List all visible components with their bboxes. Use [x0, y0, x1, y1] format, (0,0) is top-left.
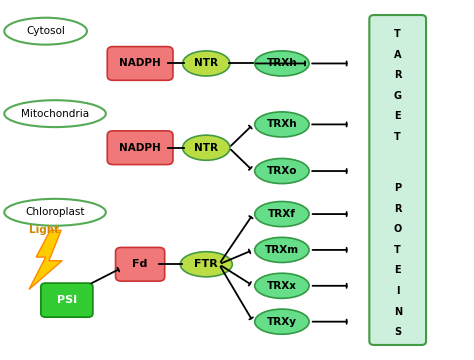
FancyBboxPatch shape — [107, 131, 173, 165]
Ellipse shape — [255, 158, 309, 184]
Text: Chloroplast: Chloroplast — [25, 207, 85, 217]
Text: TRXh: TRXh — [266, 120, 297, 129]
Text: TRXf: TRXf — [268, 209, 296, 219]
Ellipse shape — [255, 273, 309, 298]
Text: I: I — [396, 286, 400, 296]
Text: Fd: Fd — [132, 259, 148, 269]
Text: T: T — [394, 132, 401, 142]
Text: NTR: NTR — [194, 58, 219, 68]
Text: R: R — [394, 70, 401, 80]
Text: NADPH: NADPH — [119, 143, 161, 153]
Text: TRXo: TRXo — [267, 166, 297, 176]
Polygon shape — [29, 230, 62, 289]
Ellipse shape — [255, 112, 309, 137]
Text: Cytosol: Cytosol — [26, 26, 65, 36]
Ellipse shape — [255, 202, 309, 226]
Text: Light: Light — [29, 225, 59, 235]
Text: PSI: PSI — [57, 295, 77, 305]
Ellipse shape — [182, 51, 230, 76]
Text: NTR: NTR — [194, 143, 219, 153]
Ellipse shape — [255, 51, 309, 76]
Text: FTR: FTR — [194, 259, 218, 269]
Text: TRXy: TRXy — [267, 317, 297, 327]
Text: P: P — [394, 183, 401, 193]
Text: R: R — [394, 204, 401, 214]
Text: TRXm: TRXm — [265, 245, 299, 255]
FancyBboxPatch shape — [369, 15, 426, 345]
FancyBboxPatch shape — [116, 247, 164, 281]
Text: O: O — [393, 224, 402, 234]
Text: T: T — [394, 29, 401, 39]
Text: TRXh: TRXh — [266, 58, 297, 68]
Ellipse shape — [4, 100, 106, 127]
Ellipse shape — [4, 199, 106, 226]
Ellipse shape — [255, 309, 309, 334]
FancyBboxPatch shape — [41, 283, 93, 317]
Text: N: N — [393, 307, 402, 316]
Text: NADPH: NADPH — [119, 58, 161, 68]
Text: Mitochondria: Mitochondria — [21, 109, 89, 119]
Ellipse shape — [180, 252, 232, 277]
FancyBboxPatch shape — [107, 46, 173, 80]
Text: E: E — [394, 265, 401, 275]
Text: G: G — [394, 91, 401, 101]
Text: TRXx: TRXx — [267, 281, 297, 291]
Text: S: S — [394, 327, 401, 337]
Text: E: E — [394, 112, 401, 121]
Text: A: A — [394, 50, 401, 60]
Ellipse shape — [255, 237, 309, 262]
Ellipse shape — [182, 135, 230, 160]
Ellipse shape — [4, 18, 87, 45]
Text: T: T — [394, 245, 401, 255]
